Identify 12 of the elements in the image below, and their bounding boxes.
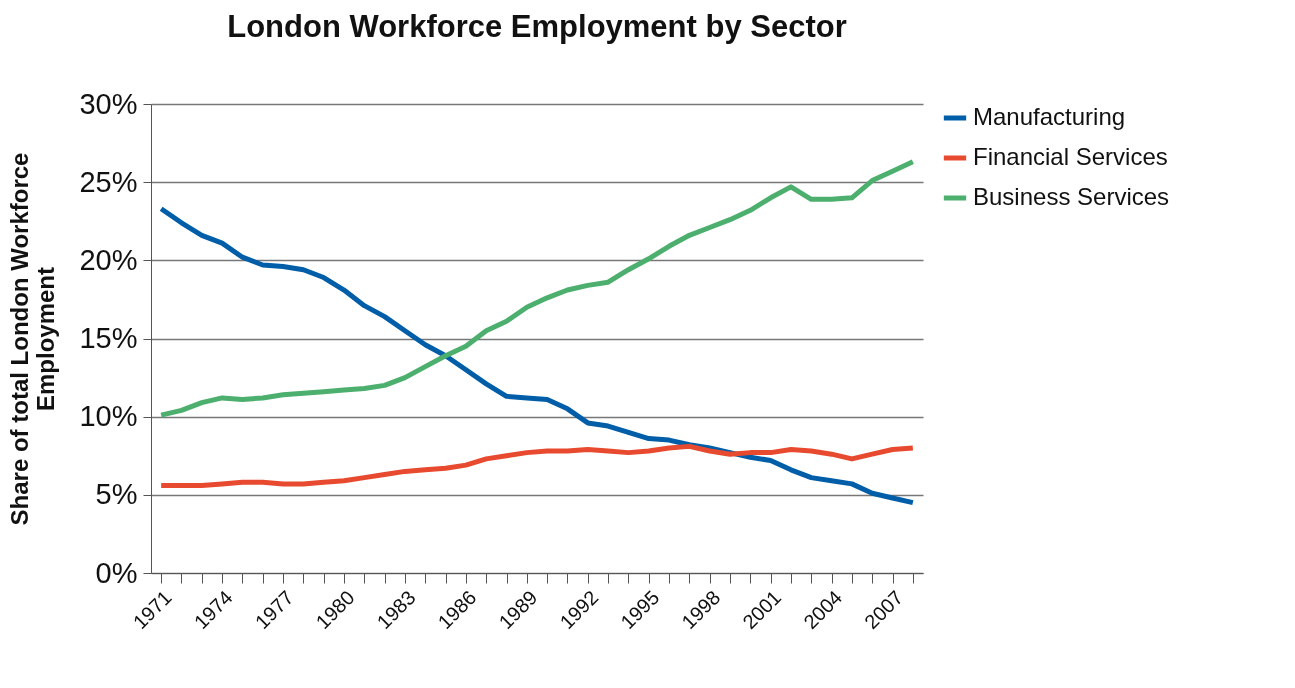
legend-label: Manufacturing <box>973 103 1126 130</box>
chart-title: London Workforce Employment by Sector <box>227 9 847 44</box>
y-axis-title: Share of total London Workforce Employment <box>6 152 60 526</box>
legend-label: Business Services <box>973 183 1170 210</box>
y-tick-label: 20% <box>79 243 138 276</box>
legend-label: Financial Services <box>973 143 1168 170</box>
y-tick-label: 25% <box>79 165 138 198</box>
y-tick-label: 0% <box>95 556 138 589</box>
y-tick-label: 30% <box>79 87 138 120</box>
y-tick-label: 5% <box>95 478 138 511</box>
y-tick-label: 15% <box>79 322 138 354</box>
y-tick-label: 10% <box>79 400 138 433</box>
